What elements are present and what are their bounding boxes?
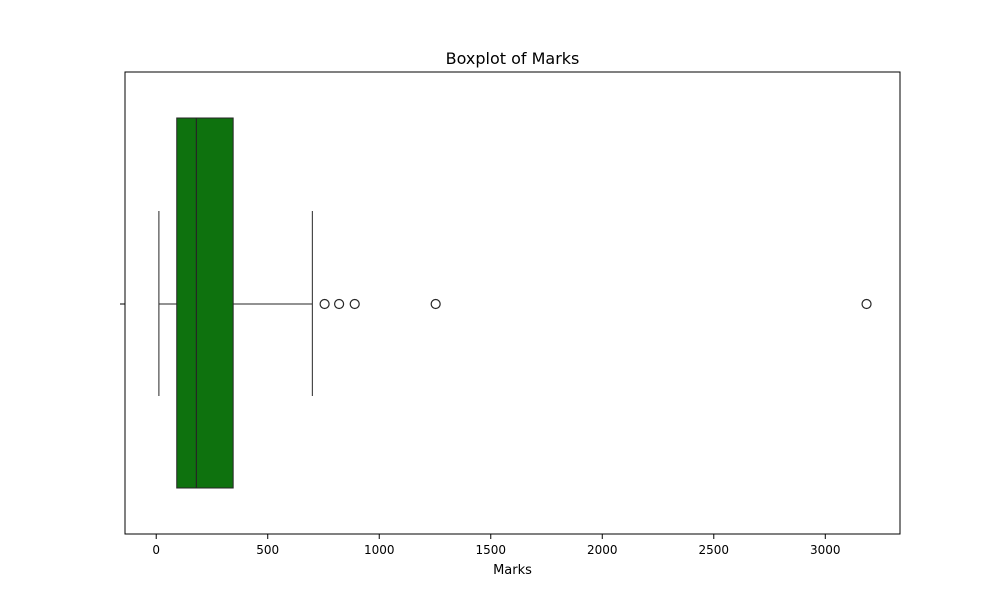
x-tick-label: 3000	[810, 543, 841, 557]
outlier-point	[861, 298, 872, 310]
outlier-point	[430, 298, 441, 310]
x-axis-ticks: 0 500 1000 1500 2000 2500 3000	[120, 303, 841, 557]
boxplot-marks	[158, 117, 872, 489]
x-tick-label: 0	[152, 543, 160, 557]
x-axis-label: Marks	[493, 563, 532, 578]
x-tick-label: 1000	[364, 543, 395, 557]
outlier-point	[349, 298, 360, 310]
x-tick-label: 500	[256, 543, 279, 557]
plot-frame	[124, 71, 901, 535]
x-tick-label: 2000	[587, 543, 618, 557]
x-tick-label: 2500	[699, 543, 730, 557]
interquartile-box	[176, 117, 234, 489]
chart-title: Boxplot of Marks	[446, 49, 580, 68]
x-tick-label: 1500	[475, 543, 506, 557]
outlier-point	[319, 298, 330, 310]
outlier-point	[334, 298, 345, 310]
